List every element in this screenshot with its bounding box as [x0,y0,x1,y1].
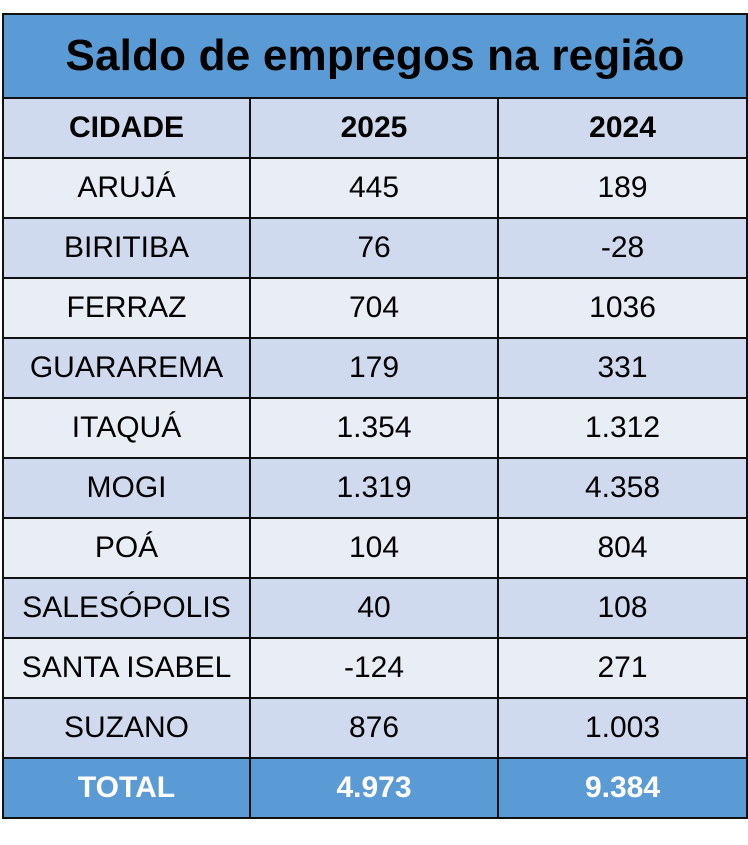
header-row: CIDADE 2025 2024 [2,97,748,159]
total-row: TOTAL 4.973 9.384 [2,757,748,819]
value-2024-cell: 271 [496,637,748,699]
city-cell: MOGI [2,457,251,519]
city-cell: POÁ [2,517,251,579]
table-row: FERRAZ 704 1036 [2,277,748,339]
city-cell: GUARAREMA [2,337,251,399]
value-2024-cell: 1.003 [496,697,748,759]
value-2025-cell: 40 [249,577,499,639]
table-row: POÁ 104 804 [2,517,748,579]
value-2025-cell: -124 [249,637,499,699]
total-2025: 4.973 [249,757,499,819]
table-row: MOGI 1.319 4.358 [2,457,748,519]
column-header-2025: 2025 [249,97,499,159]
table-row: BIRITIBA 76 -28 [2,217,748,279]
city-cell: FERRAZ [2,277,251,339]
table-row: ITAQUÁ 1.354 1.312 [2,397,748,459]
value-2025-cell: 76 [249,217,499,279]
total-2024: 9.384 [496,757,748,819]
title-row: Saldo de empregos na região [1,13,748,99]
table-body: Saldo de empregos na região CIDADE 2025 … [1,13,748,819]
value-2024-cell: 108 [496,577,748,639]
value-2024-cell: 189 [496,157,748,219]
employment-balance-table: Saldo de empregos na região CIDADE 2025 … [1,13,748,819]
value-2025-cell: 876 [249,697,499,759]
value-2025-cell: 1.354 [249,397,499,459]
city-cell: BIRITIBA [2,217,251,279]
city-cell: ARUJÁ [2,157,251,219]
value-2024-cell: -28 [496,217,748,279]
column-header-2024: 2024 [496,97,748,159]
table-row: GUARAREMA 179 331 [2,337,748,399]
total-label: TOTAL [2,757,251,819]
value-2025-cell: 1.319 [249,457,499,519]
value-2024-cell: 4.358 [496,457,748,519]
value-2024-cell: 1.312 [496,397,748,459]
table-row: SANTA ISABEL -124 271 [2,637,748,699]
value-2025-cell: 445 [249,157,499,219]
value-2025-cell: 179 [249,337,499,399]
value-2024-cell: 1036 [496,277,748,339]
column-header-city: CIDADE [2,97,251,159]
table-title: Saldo de empregos na região [1,13,748,99]
value-2025-cell: 704 [249,277,499,339]
value-2025-cell: 104 [249,517,499,579]
value-2024-cell: 331 [496,337,748,399]
employment-table-container: Saldo de empregos na região CIDADE 2025 … [1,13,748,819]
table-row: SUZANO 876 1.003 [2,697,748,759]
city-cell: ITAQUÁ [2,397,251,459]
value-2024-cell: 804 [496,517,748,579]
city-cell: SANTA ISABEL [2,637,251,699]
table-row: SALESÓPOLIS 40 108 [2,577,748,639]
table-row: ARUJÁ 445 189 [2,157,748,219]
city-cell: SUZANO [2,697,251,759]
city-cell: SALESÓPOLIS [2,577,251,639]
